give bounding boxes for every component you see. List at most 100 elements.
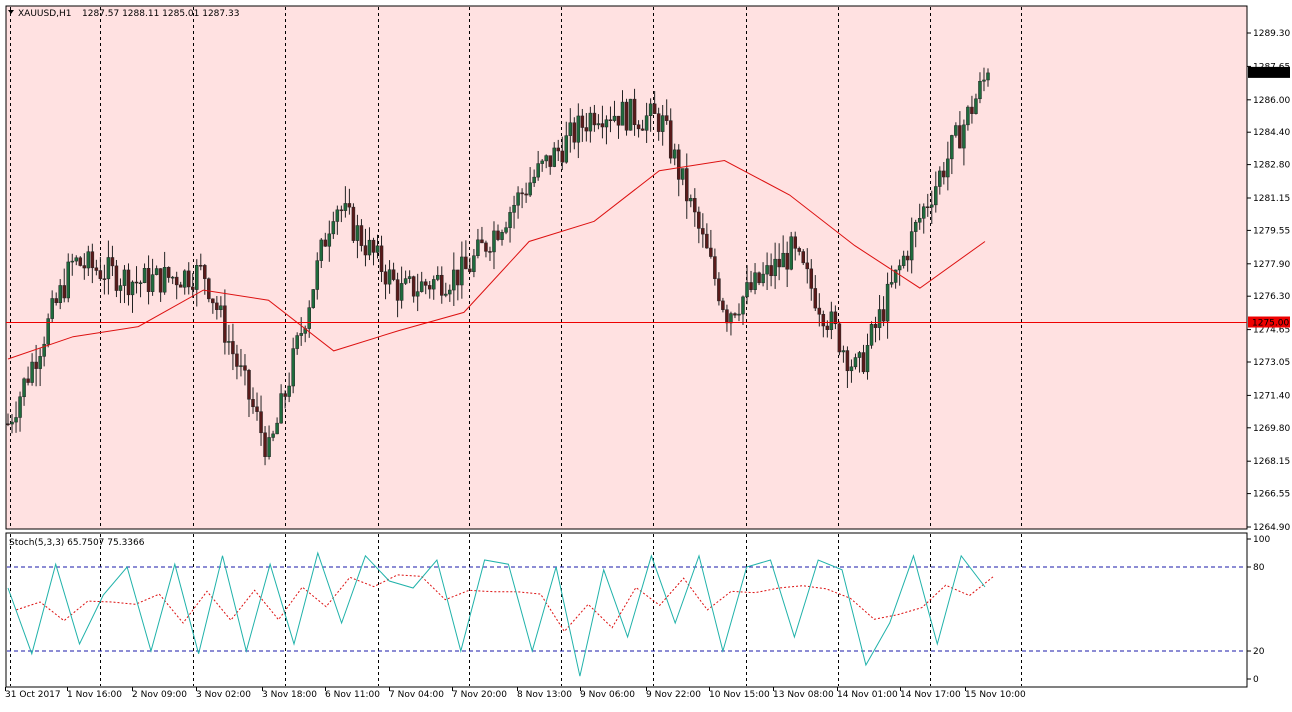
candle-body: [340, 210, 343, 211]
candle-body: [55, 298, 58, 302]
candle-body: [143, 268, 146, 282]
candle-body: [938, 171, 941, 187]
candle-body: [476, 240, 479, 256]
price-panel[interactable]: [6, 6, 1247, 529]
candle-body: [621, 102, 624, 125]
current-price-label: 1287.33: [1252, 69, 1289, 79]
candle-body: [448, 290, 451, 294]
candle-body: [617, 116, 620, 125]
price-tick-label: 1264.90: [1253, 523, 1290, 533]
candle-body: [268, 437, 271, 456]
candle-body: [175, 277, 178, 285]
candle-body: [207, 279, 210, 299]
candle-body: [95, 268, 98, 271]
candle-body: [858, 353, 861, 358]
candle-body: [786, 253, 789, 269]
candle-body: [252, 399, 255, 406]
price-tick-label: 1276.30: [1253, 292, 1290, 302]
candle-body: [922, 207, 925, 219]
candle-body: [846, 351, 849, 371]
candle-body: [854, 358, 857, 367]
candle-body: [115, 266, 118, 291]
candle-body: [669, 121, 672, 159]
candle-body: [525, 194, 528, 195]
candle-body: [440, 275, 443, 295]
time-tick-label: 7 Nov 04:00: [389, 690, 444, 700]
candle-body: [802, 252, 805, 263]
candle-body: [420, 282, 423, 292]
candle-body: [629, 99, 632, 130]
candle-body: [308, 308, 311, 329]
candle-body: [822, 314, 825, 326]
candle-body: [231, 341, 234, 354]
candle-body: [866, 345, 869, 371]
candle-body: [790, 237, 793, 269]
time-tick-label: 8 Nov 13:00: [517, 690, 572, 700]
symbol-label: XAUUSD,H1: [18, 9, 72, 19]
candle-body: [882, 310, 885, 322]
candle-body: [838, 324, 841, 352]
time-tick-label: 14 Nov 17:00: [900, 690, 961, 700]
candle-body: [633, 99, 636, 125]
candle-body: [247, 370, 250, 399]
candle-body: [348, 203, 351, 207]
candle-body: [436, 275, 439, 279]
price-tick-label: 1284.40: [1253, 128, 1290, 138]
candle-body: [139, 283, 142, 284]
candle-body: [782, 253, 785, 267]
price-tick-label: 1282.80: [1253, 161, 1290, 171]
candle-body: [509, 212, 512, 227]
time-axis: 31 Oct 2017 1 Nov 16:00 2 Nov 09:00 3 Nov 0…: [5, 687, 1026, 700]
candle-body: [472, 256, 475, 272]
candle-body: [794, 237, 797, 249]
time-tick-label: 7 Nov 20:00: [452, 690, 507, 700]
time-tick-label: 2 Nov 09:00: [132, 690, 187, 700]
price-tick-label: 1273.05: [1253, 358, 1290, 368]
candle-body: [914, 222, 917, 231]
candle-body: [557, 148, 560, 151]
candle-body: [978, 81, 981, 99]
candle-body: [613, 116, 616, 120]
candle-body: [609, 120, 612, 121]
candle-body: [641, 129, 644, 130]
candle-body: [729, 314, 732, 323]
candle-body: [593, 113, 596, 125]
candle-body: [300, 333, 303, 335]
candle-body: [460, 257, 463, 285]
time-tick-label: 14 Nov 01:00: [837, 690, 898, 700]
candle-body: [758, 273, 761, 283]
candle-body: [974, 99, 977, 114]
candle-body: [288, 386, 291, 396]
candle-body: [123, 270, 126, 286]
candle-body: [276, 423, 279, 434]
candle-body: [384, 272, 387, 284]
candle-body: [7, 424, 10, 425]
stochastic-tick-label: 0: [1253, 675, 1259, 685]
candle-body: [51, 298, 54, 318]
candle-body: [223, 306, 226, 343]
candle-body: [505, 228, 508, 233]
candle-body: [746, 282, 749, 296]
candle-body: [774, 259, 777, 276]
candle-body: [709, 248, 712, 257]
stochastic-panel[interactable]: [6, 533, 1247, 687]
candle-body: [950, 135, 953, 158]
candle-body: [131, 282, 134, 295]
time-tick-label: 9 Nov 22:00: [646, 690, 701, 700]
candle-body: [705, 234, 708, 248]
candle-body: [605, 120, 608, 127]
candle-body: [396, 280, 399, 301]
candle-body: [693, 198, 696, 212]
candle-body: [697, 212, 700, 228]
candle-body: [464, 257, 467, 269]
candle-body: [388, 270, 391, 284]
candle-body: [681, 169, 684, 180]
candle-body: [147, 268, 150, 291]
stochastic-tick-label: 100: [1253, 535, 1270, 545]
candle-body: [818, 308, 821, 314]
candle-body: [159, 269, 162, 293]
candle-body: [191, 287, 194, 290]
candle-body: [211, 299, 214, 303]
